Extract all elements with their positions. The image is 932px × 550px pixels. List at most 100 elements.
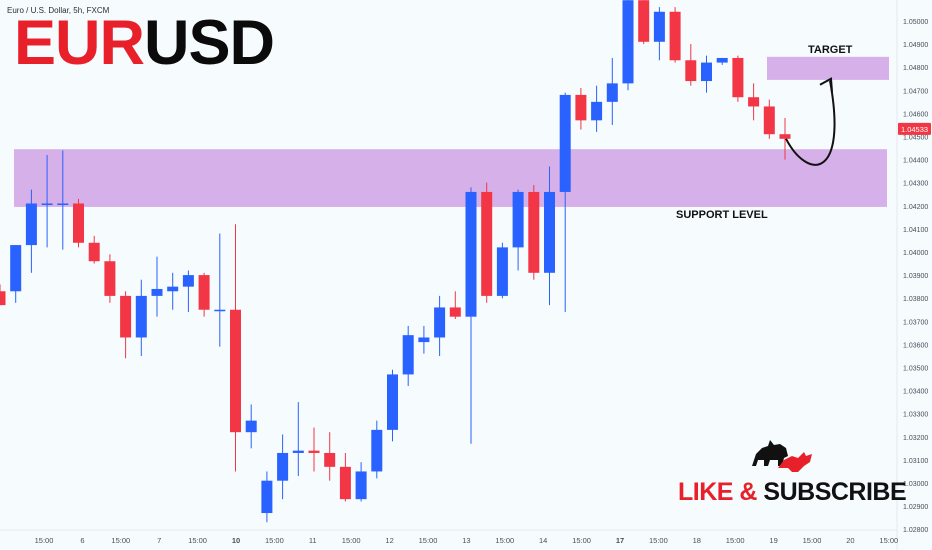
target-zone [767,56,889,80]
candle-body [355,471,367,500]
candle-body [198,275,210,310]
y-tick-label: 1.04400 [903,158,928,165]
x-tick-label: 15:00 [111,536,130,545]
x-tick-label: 15:00 [188,536,207,545]
y-tick-label: 1.04600 [903,111,928,118]
candle-body [481,191,493,296]
candle-body [653,11,665,42]
y-tick-label: 1.05000 [903,19,928,26]
candle-body [292,450,304,453]
x-tick-label: 15:00 [726,536,745,545]
candle-body [324,452,336,467]
candle-body [371,429,383,472]
candle-body [230,309,241,433]
support-label: SUPPORT LEVEL [676,209,768,221]
candle-body [277,452,289,481]
y-tick-label: 1.03100 [903,458,928,465]
candle-body [591,101,603,121]
candle-body [135,295,147,338]
x-tick-label: 15:00 [803,536,822,545]
y-tick-label: 1.04900 [903,42,928,49]
y-tick-label: 1.04200 [903,204,928,211]
y-tick-label: 1.04300 [903,181,928,188]
y-tick-label: 1.04500 [903,135,928,142]
x-tick-label: 15:00 [342,536,361,545]
candle-body [339,466,351,500]
x-tick-label: 19 [769,536,777,545]
title-part-eur: EUR [14,8,145,78]
y-tick-label: 1.04700 [903,88,928,95]
x-tick-label: 15:00 [35,536,54,545]
candle-body [434,307,446,338]
x-tick-label: 15:00 [879,536,898,545]
y-tick-label: 1.03000 [903,481,928,488]
x-tick-label: 17 [616,536,624,545]
candle-body [622,0,634,84]
support-zone [14,149,887,207]
candle-body [763,106,775,135]
candle-body [10,245,22,292]
x-tick-label: 15:00 [265,536,284,545]
y-tick-label: 1.04800 [903,65,928,72]
candle-body [182,275,194,287]
subscribe-label: SUBSCRIBE [763,478,907,506]
y-tick-label: 1.03900 [903,273,928,280]
candle-body [716,57,728,63]
candle-body [88,242,100,262]
arrowhead-icon [819,77,833,92]
target-label: TARGET [808,44,853,56]
y-tick-label: 1.03300 [903,412,928,419]
candle-body [559,94,571,192]
x-tick-label: 7 [157,536,161,545]
candle-body [512,191,524,248]
x-tick-label: 12 [385,536,393,545]
x-tick-label: 20 [846,536,854,545]
candle-body [638,0,650,42]
x-tick-label: 15:00 [419,536,438,545]
candle-body [308,450,320,453]
candle-body [73,203,84,243]
y-tick-label: 1.04000 [903,250,928,257]
candle-body [214,309,226,312]
candle-body [685,60,697,82]
y-tick-label: 1.03600 [903,342,928,349]
x-tick-label: 15:00 [495,536,514,545]
candle-body [104,261,116,296]
x-tick-label: 15:00 [649,536,668,545]
y-tick-label: 1.03800 [903,296,928,303]
candle-body [606,83,618,102]
candle-body [669,11,681,61]
y-tick-label: 1.03700 [903,319,928,326]
candle-body [387,374,398,430]
x-tick-label: 11 [309,536,317,545]
candle-body [701,62,712,82]
y-tick-label: 1.04100 [903,227,928,234]
bull-bear-icon [752,440,812,472]
candle-body [41,203,53,205]
candle-body [261,480,273,514]
x-tick-label: 18 [693,536,701,545]
current-price-tag [898,122,931,135]
x-tick-label: 6 [80,536,84,545]
candle-body [748,97,760,107]
x-tick-label: 10 [232,536,240,545]
x-tick-label: 13 [462,536,470,545]
candle-body [528,191,540,273]
candle-body [25,203,37,246]
candle-body [732,57,744,98]
like-label: LIKE & [678,478,757,506]
candle-body [544,191,555,273]
candle-body [151,288,163,296]
title-part-usd: USD [144,8,275,78]
series-title: Euro / U.S. Dollar, 5h, FXCM [7,6,110,15]
candle-body [496,247,508,296]
like-subscribe-banner[interactable]: LIKE & SUBSCRIBE [678,478,907,506]
candle-body [449,307,461,317]
candle-body [245,420,257,433]
page-title: EURUSD [14,12,275,75]
x-tick-label: 14 [539,536,547,545]
y-tick-label: 1.03200 [903,435,928,442]
candle-body [465,191,477,317]
candle-body [575,94,587,121]
